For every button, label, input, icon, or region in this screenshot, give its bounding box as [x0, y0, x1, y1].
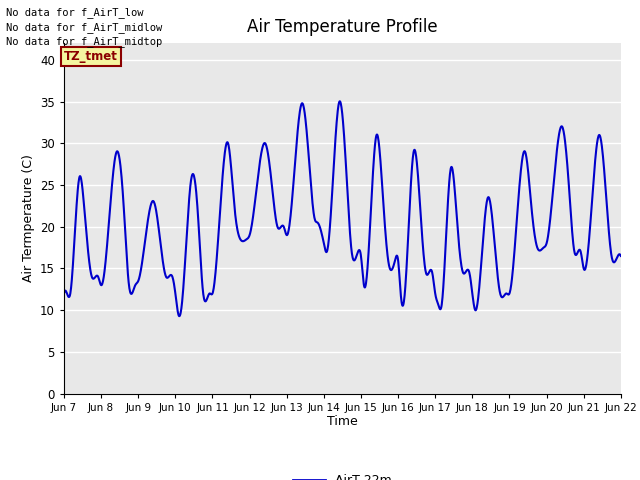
- Text: No data for f_AirT_low: No data for f_AirT_low: [6, 7, 144, 18]
- Legend: AirT 22m: AirT 22m: [289, 469, 396, 480]
- Y-axis label: Air Termperature (C): Air Termperature (C): [22, 155, 35, 282]
- Title: Air Temperature Profile: Air Temperature Profile: [247, 18, 438, 36]
- Text: No data for f_AirT_midlow: No data for f_AirT_midlow: [6, 22, 163, 33]
- Text: No data for f_AirT_midtop: No data for f_AirT_midtop: [6, 36, 163, 47]
- Text: TZ_tmet: TZ_tmet: [64, 50, 118, 63]
- X-axis label: Time: Time: [327, 415, 358, 429]
